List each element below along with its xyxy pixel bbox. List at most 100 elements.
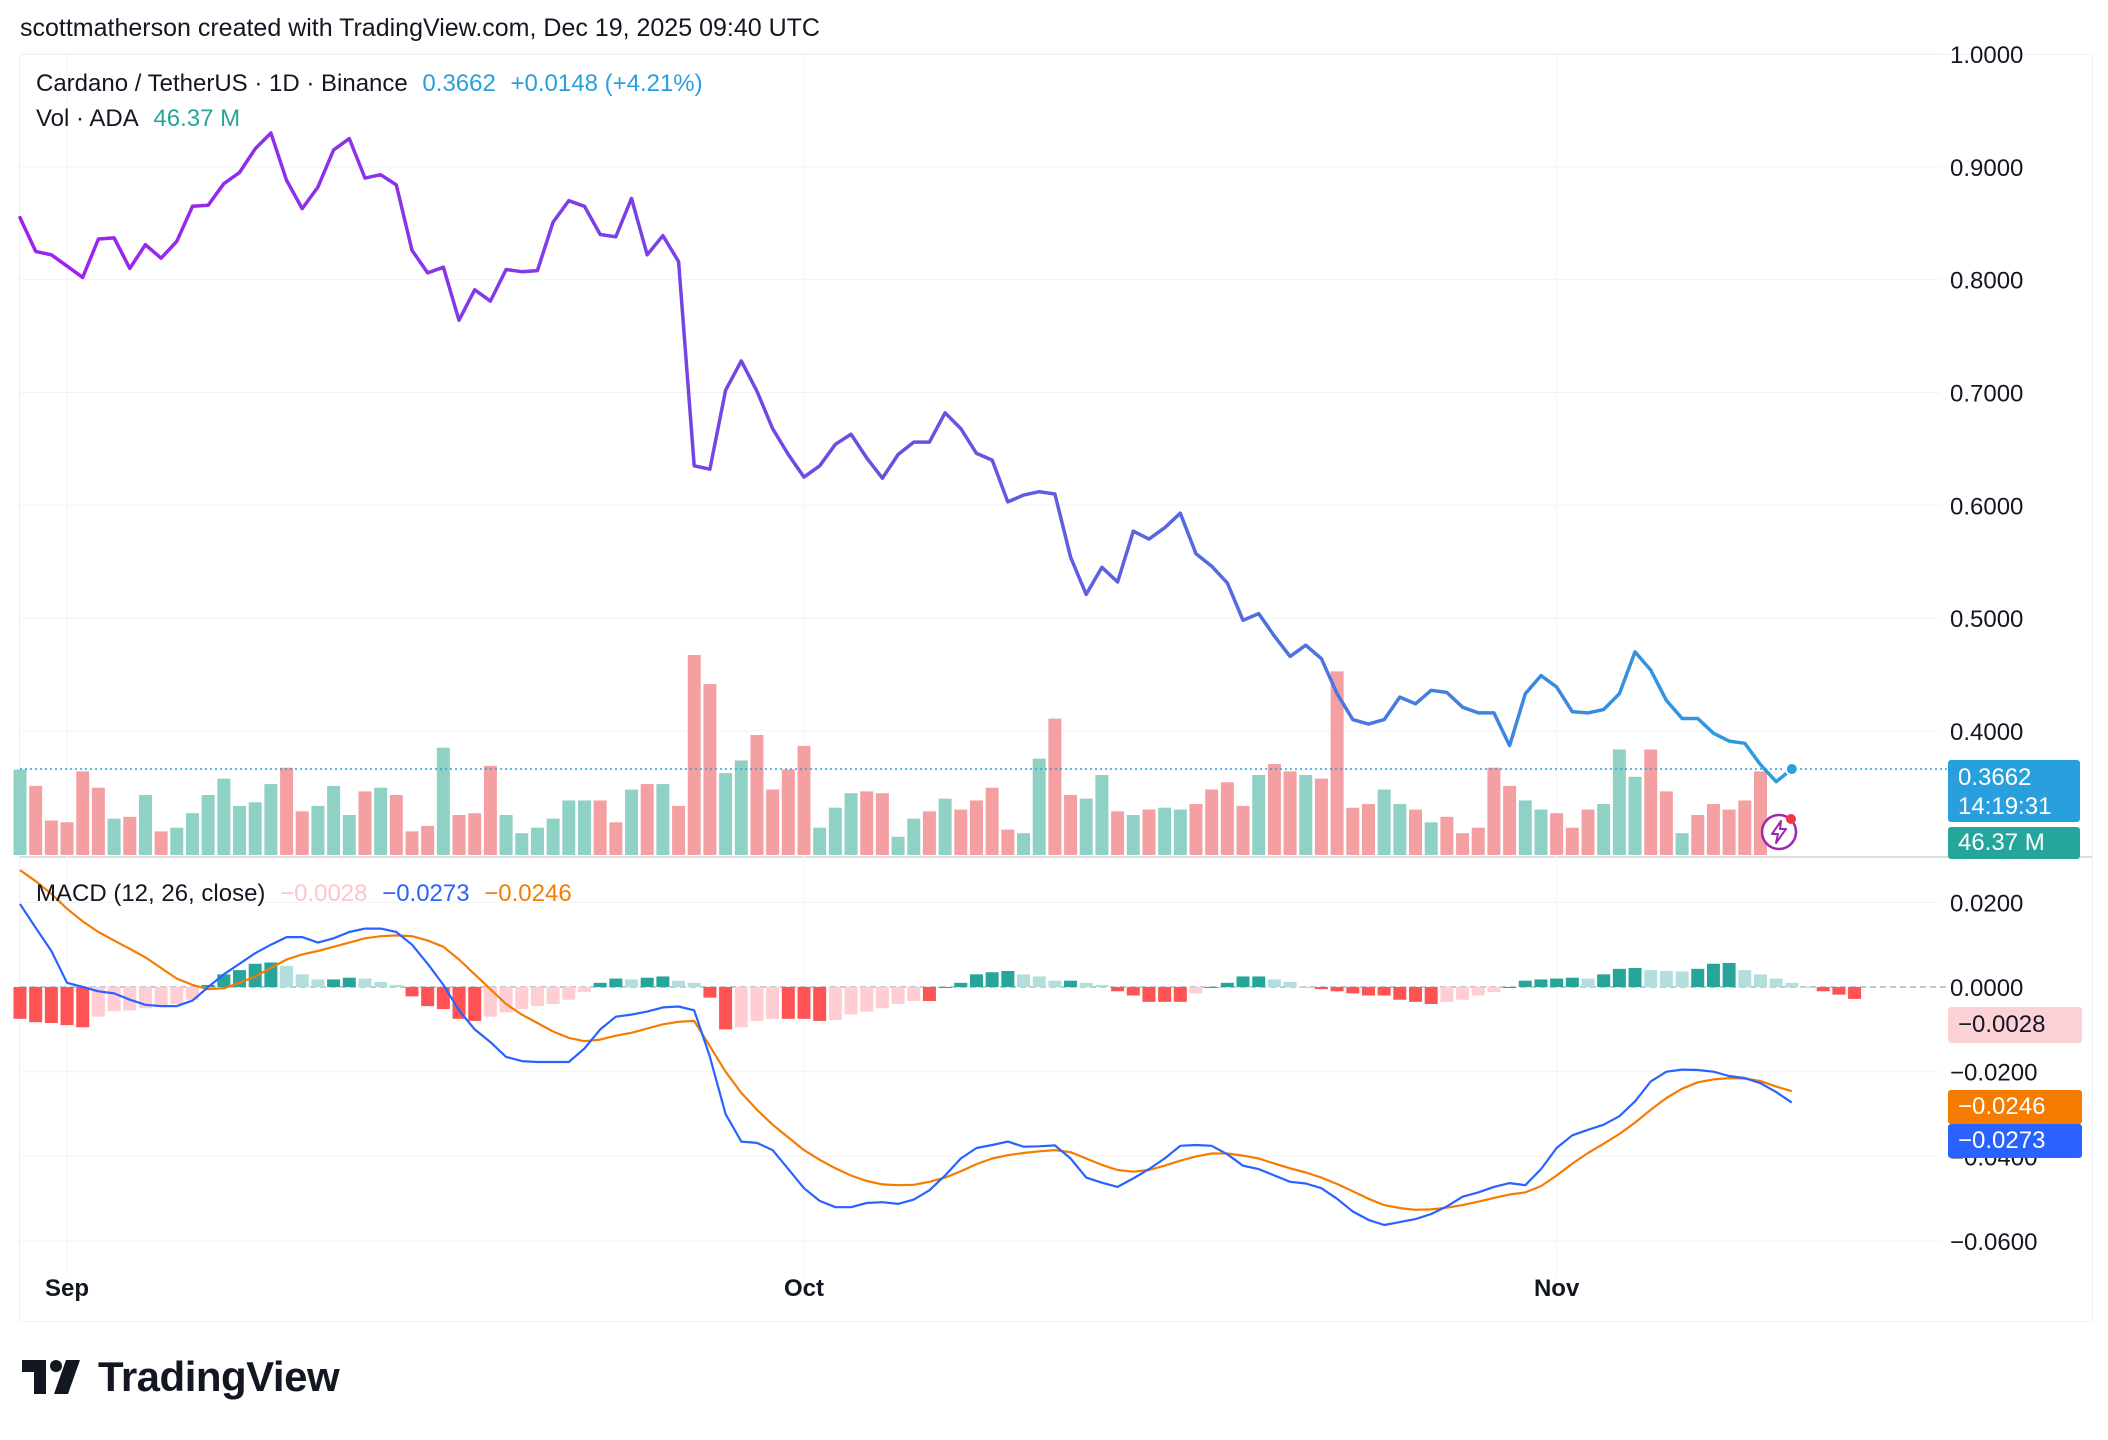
macd-histogram-bar: [875, 987, 889, 1009]
lightning-alert-icon[interactable]: [1760, 813, 1798, 851]
price-tick-label: 0.6000: [1950, 493, 2023, 520]
volume-bar: [421, 825, 435, 855]
macd-histogram-bar: [1534, 979, 1548, 988]
volume-bar: [436, 747, 450, 855]
macd-histogram-bar: [1393, 987, 1407, 1000]
volume-bar: [687, 655, 701, 855]
volume-bar: [311, 805, 325, 855]
volume-bar: [123, 816, 137, 855]
macd-histogram-bar: [687, 982, 701, 988]
brand-name: TradingView: [98, 1353, 340, 1400]
volume-bar: [342, 815, 356, 855]
price-line: [18, 131, 1794, 784]
price-tick-label: 1.0000: [1950, 42, 2023, 69]
macd-histogram-bar: [1032, 976, 1046, 988]
volume-bar: [656, 784, 670, 855]
volume-bar: [1597, 804, 1611, 855]
volume-bar: [1283, 771, 1297, 855]
volume-bar: [1659, 791, 1673, 855]
macd-histogram-bar: [29, 987, 43, 1023]
volume-bar: [719, 773, 733, 855]
symbol-change: +0.0148 (+4.21%): [510, 70, 703, 97]
volume-bar: [969, 800, 983, 855]
volume-bar: [483, 765, 497, 855]
volume-bar: [1361, 804, 1375, 855]
volume-bar: [1518, 800, 1532, 855]
macd-tick-label: −0.0600: [1950, 1229, 2037, 1256]
macd-line-value: −0.0273: [382, 880, 470, 907]
macd-histogram-bar: [107, 987, 121, 1012]
macd-histogram-bar: [1691, 968, 1705, 988]
macd-histogram-bar: [1659, 970, 1673, 988]
volume-bar: [1205, 789, 1219, 855]
macd-histogram-bar: [954, 982, 968, 988]
volume-bar: [1581, 809, 1595, 855]
macd-histogram-bar: [1205, 987, 1219, 989]
volume-bar: [1236, 805, 1250, 855]
volume-tag: 46.37 M: [1948, 827, 2080, 859]
macd-histogram-bar: [1456, 987, 1470, 1000]
macd-histogram-bar: [766, 987, 780, 1019]
macd-histogram-bar: [813, 987, 827, 1021]
macd-histogram-bar: [405, 987, 419, 997]
volume-bar: [1064, 795, 1078, 855]
macd-histogram-bar: [593, 982, 607, 988]
volume-value: 46.37 M: [153, 105, 241, 132]
macd-histogram-bar: [609, 978, 623, 988]
macd-legend[interactable]: MACD (12, 26, close) −0.0028 −0.0273 −0.…: [36, 880, 580, 908]
macd-tick-label: 0.0200: [1950, 890, 2023, 917]
macd-histogram-bar: [640, 977, 654, 988]
volume-bar: [1142, 809, 1156, 855]
volume-bar: [577, 800, 591, 855]
macd-histogram-bar: [1252, 976, 1266, 988]
macd-signal-tag: −0.0246: [1948, 1090, 2082, 1124]
volume-bar: [875, 793, 889, 855]
macd-histogram-bar: [562, 987, 576, 1000]
volume-bar: [1032, 758, 1046, 855]
macd-histogram-bar: [1001, 970, 1015, 988]
volume-bar: [1001, 829, 1015, 855]
macd-histogram-bar: [1111, 987, 1125, 992]
macd-histogram-bar: [468, 987, 482, 1021]
macd-histogram-bar: [1079, 982, 1093, 988]
macd-histogram-tag: −0.0028: [1948, 1007, 2082, 1043]
macd-tick-label: −0.0200: [1950, 1060, 2037, 1087]
volume-bar: [44, 820, 58, 855]
macd-histogram-bar: [1236, 976, 1250, 988]
macd-histogram-bar: [1785, 982, 1799, 988]
tradingview-logo[interactable]: TradingView: [22, 1352, 340, 1402]
volume-bar: [640, 784, 654, 855]
volume-bar: [76, 771, 90, 855]
macd-signal-value: −0.0246: [484, 880, 572, 907]
volume-bar: [844, 793, 858, 855]
volume-bar: [625, 789, 639, 855]
symbol-name: Cardano / TetherUS · 1D · Binance: [36, 70, 408, 97]
symbol-legend[interactable]: Cardano / TetherUS · 1D · Binance 0.3662…: [36, 70, 711, 98]
volume-bar: [1017, 833, 1031, 855]
macd-histogram-bar: [891, 987, 905, 1004]
volume-bar: [217, 778, 231, 855]
volume-bar: [1471, 827, 1485, 855]
macd-histogram-bar: [1487, 987, 1501, 993]
macd-histogram-bar: [922, 987, 936, 1002]
macd-histogram-bar: [358, 978, 372, 988]
macd-histogram-bar: [577, 987, 591, 993]
macd-histogram-bar: [327, 979, 341, 988]
macd-histogram-bar: [1832, 987, 1846, 995]
volume-bar: [515, 833, 529, 855]
macd-histogram-bar: [969, 974, 983, 988]
macd-histogram-bar: [1597, 974, 1611, 988]
price-tick-label: 0.7000: [1950, 380, 2023, 407]
macd-histogram-bar: [1503, 987, 1517, 989]
volume-bar: [1346, 807, 1360, 855]
macd-histogram-bar: [311, 979, 325, 988]
volume-bar: [1189, 804, 1203, 855]
volume-bar: [1534, 809, 1548, 855]
volume-legend[interactable]: Vol · ADA 46.37 M: [36, 105, 248, 133]
price-tick-label: 0.5000: [1950, 606, 2023, 633]
volume-bar: [60, 822, 74, 855]
macd-histogram-bar: [985, 972, 999, 988]
macd-histogram-bar: [452, 987, 466, 1019]
volume-bar: [138, 795, 152, 855]
